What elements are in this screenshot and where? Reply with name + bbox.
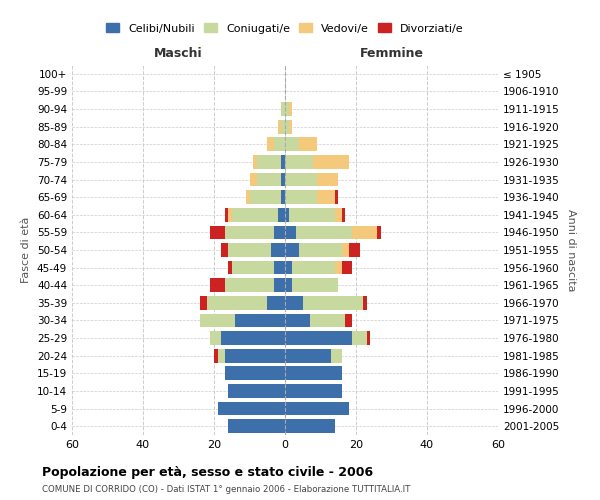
Bar [274,138,285,151]
Bar [285,243,299,257]
Bar [317,172,338,186]
Bar [285,155,313,169]
Bar [211,331,221,345]
Bar [281,102,285,116]
Bar [221,331,285,345]
Bar [221,243,228,257]
Bar [250,172,257,186]
Bar [292,260,335,274]
Bar [285,314,310,328]
Bar [367,331,370,345]
Bar [224,208,228,222]
Bar [232,260,274,274]
Bar [228,420,285,433]
Bar [211,226,224,239]
Text: Maschi: Maschi [154,46,203,60]
Bar [285,172,317,186]
Bar [285,260,292,274]
Bar [253,155,257,169]
Text: COMUNE DI CORRIDO (CO) - Dati ISTAT 1° gennaio 2006 - Elaborazione TUTTITALIA.IT: COMUNE DI CORRIDO (CO) - Dati ISTAT 1° g… [42,485,410,494]
Bar [285,331,352,345]
Bar [299,243,342,257]
Bar [214,349,218,362]
Y-axis label: Anni di nascita: Anni di nascita [566,209,576,291]
Bar [313,155,349,169]
Bar [377,226,381,239]
Bar [200,296,207,310]
Bar [285,138,299,151]
Y-axis label: Fasce di età: Fasce di età [22,217,31,283]
Bar [346,314,352,328]
Bar [303,296,363,310]
Bar [331,349,342,362]
Bar [267,296,285,310]
Bar [267,138,274,151]
Bar [257,155,281,169]
Bar [232,208,278,222]
Bar [281,120,285,134]
Bar [352,331,367,345]
Bar [335,208,342,222]
Text: Femmine: Femmine [359,46,424,60]
Bar [285,102,289,116]
Bar [281,155,285,169]
Bar [285,384,342,398]
Bar [228,208,232,222]
Bar [289,208,335,222]
Bar [342,260,352,274]
Legend: Celibi/Nubili, Coniugati/e, Vedovi/e, Divorziati/e: Celibi/Nubili, Coniugati/e, Vedovi/e, Di… [102,19,468,38]
Bar [335,260,342,274]
Bar [278,120,281,134]
Bar [285,349,331,362]
Bar [278,208,285,222]
Bar [285,190,317,204]
Bar [285,120,289,134]
Bar [246,190,250,204]
Bar [257,172,281,186]
Bar [274,260,285,274]
Bar [285,420,335,433]
Bar [342,208,346,222]
Bar [363,296,367,310]
Bar [228,243,271,257]
Bar [285,208,289,222]
Bar [228,260,232,274]
Bar [224,349,285,362]
Bar [281,190,285,204]
Bar [250,190,281,204]
Bar [200,314,235,328]
Bar [207,296,267,310]
Bar [342,243,349,257]
Bar [224,278,274,292]
Bar [292,278,338,292]
Bar [317,190,335,204]
Bar [228,384,285,398]
Bar [274,226,285,239]
Bar [271,243,285,257]
Bar [289,102,292,116]
Bar [285,296,303,310]
Bar [218,349,224,362]
Bar [285,278,292,292]
Bar [218,402,285,415]
Bar [285,402,349,415]
Bar [224,226,274,239]
Bar [224,366,285,380]
Bar [299,138,317,151]
Bar [352,226,377,239]
Bar [335,190,338,204]
Bar [274,278,285,292]
Bar [281,172,285,186]
Bar [310,314,346,328]
Bar [235,314,285,328]
Bar [289,120,292,134]
Bar [285,226,296,239]
Bar [349,243,359,257]
Bar [285,366,342,380]
Bar [211,278,224,292]
Text: Popolazione per età, sesso e stato civile - 2006: Popolazione per età, sesso e stato civil… [42,466,373,479]
Bar [296,226,352,239]
